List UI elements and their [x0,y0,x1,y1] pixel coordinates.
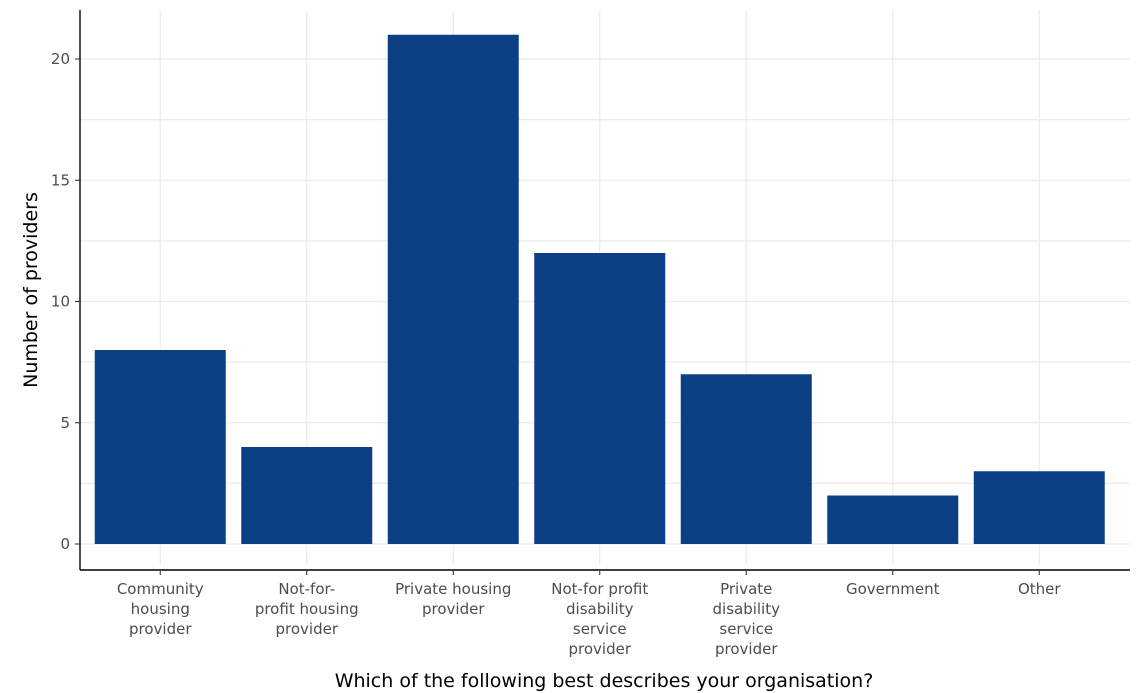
x-tick-label-line: Private housing [395,580,511,598]
bars [94,34,1105,544]
bar [534,253,666,544]
x-tick-label-line: service [719,620,773,638]
y-axis-title: Number of providers [20,192,42,388]
bar [827,495,959,544]
axes [75,10,1130,575]
x-tick-label-line: Community [117,580,204,598]
bar [94,350,226,544]
x-tick-label-line: provider [276,620,339,638]
bar [680,374,812,544]
x-tick-label-line: provider [422,600,485,618]
x-axis-title: Which of the following best describes yo… [335,670,874,692]
bar [241,447,373,544]
x-tick-label-line: disability [566,600,634,618]
x-tick-label-line: provider [715,640,778,658]
bar [973,471,1105,544]
x-tick-label-line: disability [713,600,781,618]
y-tick-label: 0 [60,535,70,553]
y-tick-label: 10 [51,293,70,311]
x-tick-label-line: housing [131,600,190,618]
x-tick-label-line: provider [569,640,632,658]
y-tick-label: 5 [60,414,70,432]
x-tick-label: Community housing provider [117,580,204,638]
x-tick-label: Private disability service provider [713,580,781,658]
y-tick-label: 15 [51,171,70,189]
y-tick-labels: 0 5 10 15 20 [51,50,70,553]
x-tick-label-line: profit housing [255,600,359,618]
x-tick-label-line: Not-for profit [551,580,648,598]
x-tick-label: Not-for-profit housing provider [255,580,359,638]
x-tick-label: Other [1018,580,1061,598]
x-tick-label: Government [846,580,940,598]
x-tick-label-line: provider [129,620,192,638]
x-tick-label: Not-for profit disability service provider [551,580,648,658]
x-tick-label-line: service [573,620,627,638]
x-tick-label-line: Government [846,580,940,598]
x-tick-label-line: Other [1018,580,1061,598]
x-tick-label-line: Not-for- [278,580,335,598]
bar [387,34,519,544]
x-tick-label: Private housing provider [395,580,511,618]
x-tick-label-line: Private [720,580,772,598]
y-tick-label: 20 [51,50,70,68]
